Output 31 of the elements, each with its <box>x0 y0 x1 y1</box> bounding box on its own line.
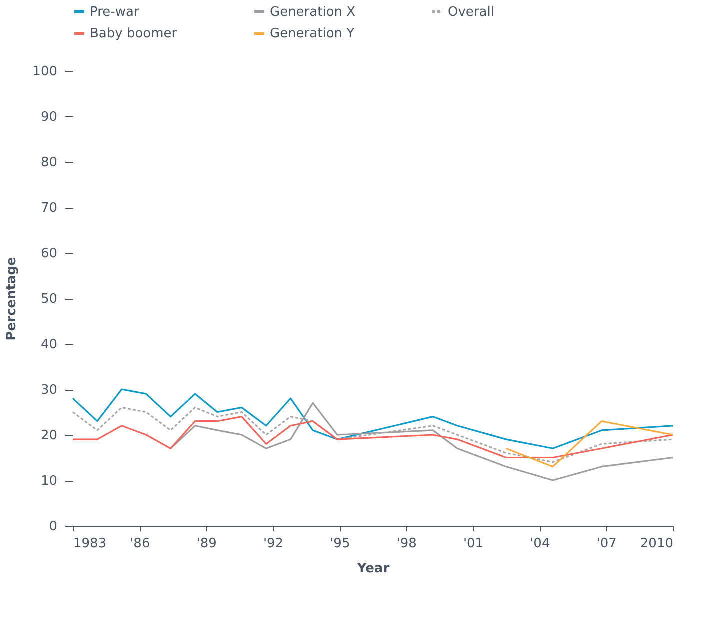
x-tick-label: '01 <box>463 536 484 552</box>
legend-label: Generation Y <box>270 26 355 42</box>
x-tick-label: '98 <box>396 536 417 552</box>
y-tick-label: 60 <box>40 246 58 262</box>
y-tick-label: 50 <box>40 292 58 307</box>
line-series <box>506 420 674 468</box>
line-series <box>72 388 674 450</box>
legend-label: Generation X <box>270 4 356 20</box>
y-tick-label: 80 <box>40 156 58 170</box>
legend-label: Overall <box>448 4 494 20</box>
y-tick-label: 10 <box>40 474 58 489</box>
x-tick-label: 1983 <box>74 536 107 552</box>
y-tick-label: 100 <box>32 64 58 80</box>
legend-label: Pre-war <box>90 4 140 20</box>
y-tick-label: 40 <box>40 338 58 352</box>
x-tick-label: 2010 <box>640 536 674 552</box>
y-tick-label: 90 <box>40 110 58 125</box>
y-tick-label: 0 <box>49 520 58 534</box>
line-series <box>72 416 674 459</box>
x-tick-label: '86 <box>130 536 150 552</box>
x-tick-label: '95 <box>330 536 350 552</box>
x-axis-title: Year <box>356 562 390 576</box>
y-tick-label: 70 <box>40 201 58 216</box>
x-tick-label: '07 <box>596 536 617 552</box>
y-axis-title: Percentage <box>4 257 20 341</box>
x-tick-label: '04 <box>530 536 550 552</box>
y-tick-label: 20 <box>40 428 58 444</box>
legend-label: Baby boomer <box>90 26 178 42</box>
x-tick-label: '92 <box>263 536 284 552</box>
x-tick-label: '89 <box>196 536 217 552</box>
y-tick-label: 30 <box>40 383 58 398</box>
